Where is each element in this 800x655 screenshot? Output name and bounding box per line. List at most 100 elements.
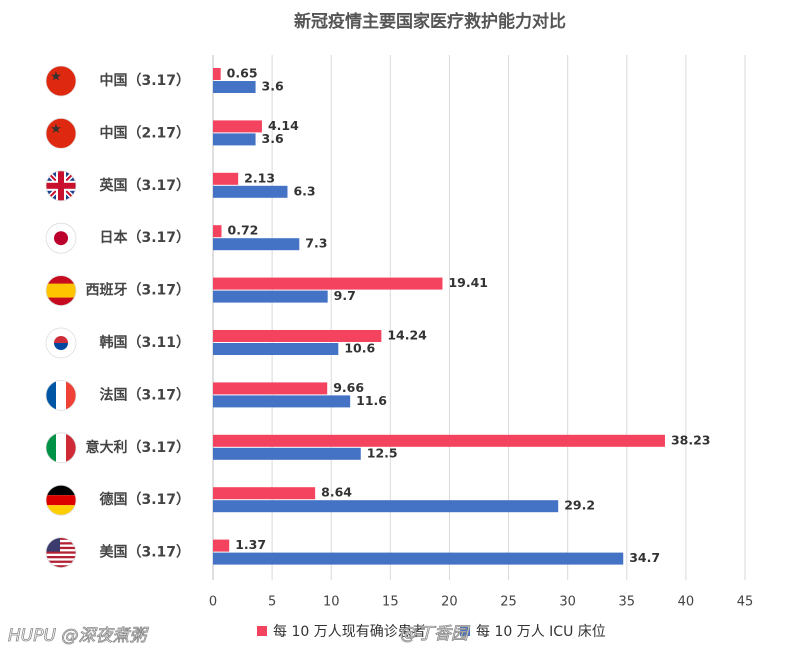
flag-border [45,275,77,307]
value-label: 11.6 [356,393,387,408]
flag-part [46,505,76,516]
flag-border [45,170,77,202]
flag-star: ★ [50,70,62,85]
value-label: 6.3 [293,183,315,198]
bar [213,539,230,552]
value-label: 1.37 [235,537,266,552]
flag-border [45,222,77,254]
bar [213,343,339,355]
category-label: 德国（3.17） [99,491,190,508]
flag-part [46,542,76,545]
bar [213,487,316,500]
value-label: 8.64 [321,485,352,500]
category-label: 中国（2.17） [99,124,190,141]
bar [213,447,361,460]
value-label: 2.13 [244,170,275,185]
bar [213,172,239,185]
flag-icon: ★ [46,118,76,149]
bar [213,434,665,447]
bar [213,120,262,133]
category-label: 意大利（3.17） [85,439,190,456]
flag-part [46,551,76,554]
legend-label: 每 10 万人现有确诊患者 [273,624,426,640]
flag-border [45,379,77,411]
bar [213,552,624,565]
bar [213,238,300,251]
value-label: 14.24 [387,328,427,343]
category-label: 美国（3.17） [99,544,190,561]
bar [213,277,443,290]
flag-icon [46,170,76,201]
chart-title: 新冠疫情主要国家医疗救护能力对比 [294,11,566,32]
flag-part [46,565,76,568]
watermark: @丁香园 [400,624,471,644]
flag-part [46,537,76,540]
value-label: 3.6 [262,79,284,94]
value-label: 10.6 [344,341,375,356]
value-label: 12.5 [367,445,398,460]
bar [213,500,559,513]
flag-part [46,546,76,550]
flag-border [45,65,77,97]
flag-icon [46,328,76,358]
flag-icon: ★ [46,66,76,96]
category-label: 日本（3.17） [99,229,190,246]
bar [213,185,288,198]
flag-part [46,380,56,411]
category-label: 英国（3.17） [98,177,190,194]
flag-part [54,336,68,343]
legend-swatch [257,626,267,636]
x-tick-label: 5 [268,595,276,610]
value-label: 3.6 [262,131,284,146]
value-label: 0.65 [227,66,258,81]
flag-border [45,432,77,464]
x-tick-label: 15 [382,595,399,610]
flag-part [54,343,68,350]
value-label: 9.66 [333,380,364,395]
value-label: 9.7 [334,288,356,303]
x-tick-label: 30 [559,595,576,610]
flag-icon [46,432,76,463]
flag-icon [46,275,76,306]
bar [213,68,221,80]
flag-part [46,432,56,463]
bar [213,395,351,408]
x-tick-label: 40 [678,595,695,610]
value-label: 0.72 [228,223,259,238]
flag-icon [46,485,76,516]
x-tick-label: 25 [500,595,517,610]
flag-part [46,556,76,559]
value-label: 38.23 [671,432,711,447]
value-label: 19.41 [448,275,488,290]
flag-part [46,485,76,496]
flag-icon [46,537,76,568]
category-label: 中国（3.17） [99,72,190,89]
flag-border [45,484,77,516]
x-tick-label: 20 [441,595,458,610]
flag-part [46,118,76,149]
flag-part [46,66,76,96]
bar [213,382,328,395]
value-label: 7.3 [305,236,327,251]
flag-part [54,231,68,246]
legend-swatch [460,626,470,636]
bar [213,133,256,146]
category-label: 西班牙（3.17） [85,282,190,299]
flag-icon [46,380,76,411]
legend-label: 每 10 万人 ICU 床位 [476,624,606,640]
flag-border [45,537,77,568]
category-label: 韩国（3.11） [99,334,190,351]
flag-part [46,283,76,298]
x-tick-label: 45 [737,595,754,610]
flag-border [45,327,77,359]
bar [213,81,256,93]
value-label: 29.2 [564,498,595,513]
value-label: 4.14 [268,118,299,133]
flag-border [45,117,77,149]
flag-part [56,380,66,411]
category-label: 法国（3.17） [99,386,190,403]
bar [213,225,222,238]
flag-part [46,560,76,563]
value-label: 34.7 [629,550,660,565]
bar [213,330,382,342]
